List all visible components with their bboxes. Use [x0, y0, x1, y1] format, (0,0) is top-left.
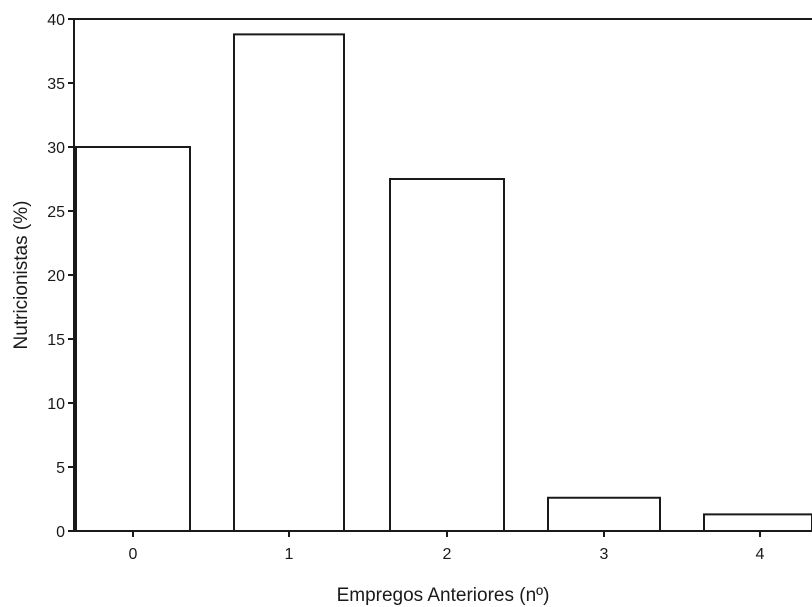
y-tick-label: 30: [47, 140, 65, 157]
x-tick-label: 0: [129, 546, 138, 563]
bar-3: [547, 496, 661, 531]
bars: [75, 33, 812, 531]
bar-0: [75, 146, 191, 531]
x-tick-label: 1: [285, 546, 294, 563]
y-axis-ticks: 0 5 10 15 20 25 30 35 40: [47, 12, 74, 541]
y-tick-label: 40: [47, 12, 65, 29]
x-axis-title: Empregos Anteriores (nº): [337, 585, 550, 606]
y-tick-label: 25: [47, 204, 65, 221]
y-tick-label: 0: [56, 524, 65, 541]
y-tick-label: 20: [47, 268, 65, 285]
y-tick-label: 15: [47, 332, 65, 349]
bar-1: [233, 33, 345, 531]
x-tick-label: 3: [600, 546, 609, 563]
x-tick-label: 2: [443, 546, 452, 563]
y-tick-label: 35: [47, 76, 65, 93]
x-axis-ticks: 0 1 2 3 4: [129, 531, 765, 563]
x-tick-label: 4: [756, 546, 765, 563]
bar-4: [703, 513, 812, 531]
bar-2: [389, 178, 505, 531]
y-tick-label: 5: [56, 460, 65, 477]
y-tick-label: 10: [47, 396, 65, 413]
y-axis-title: Nutricionistas (%): [11, 201, 32, 350]
